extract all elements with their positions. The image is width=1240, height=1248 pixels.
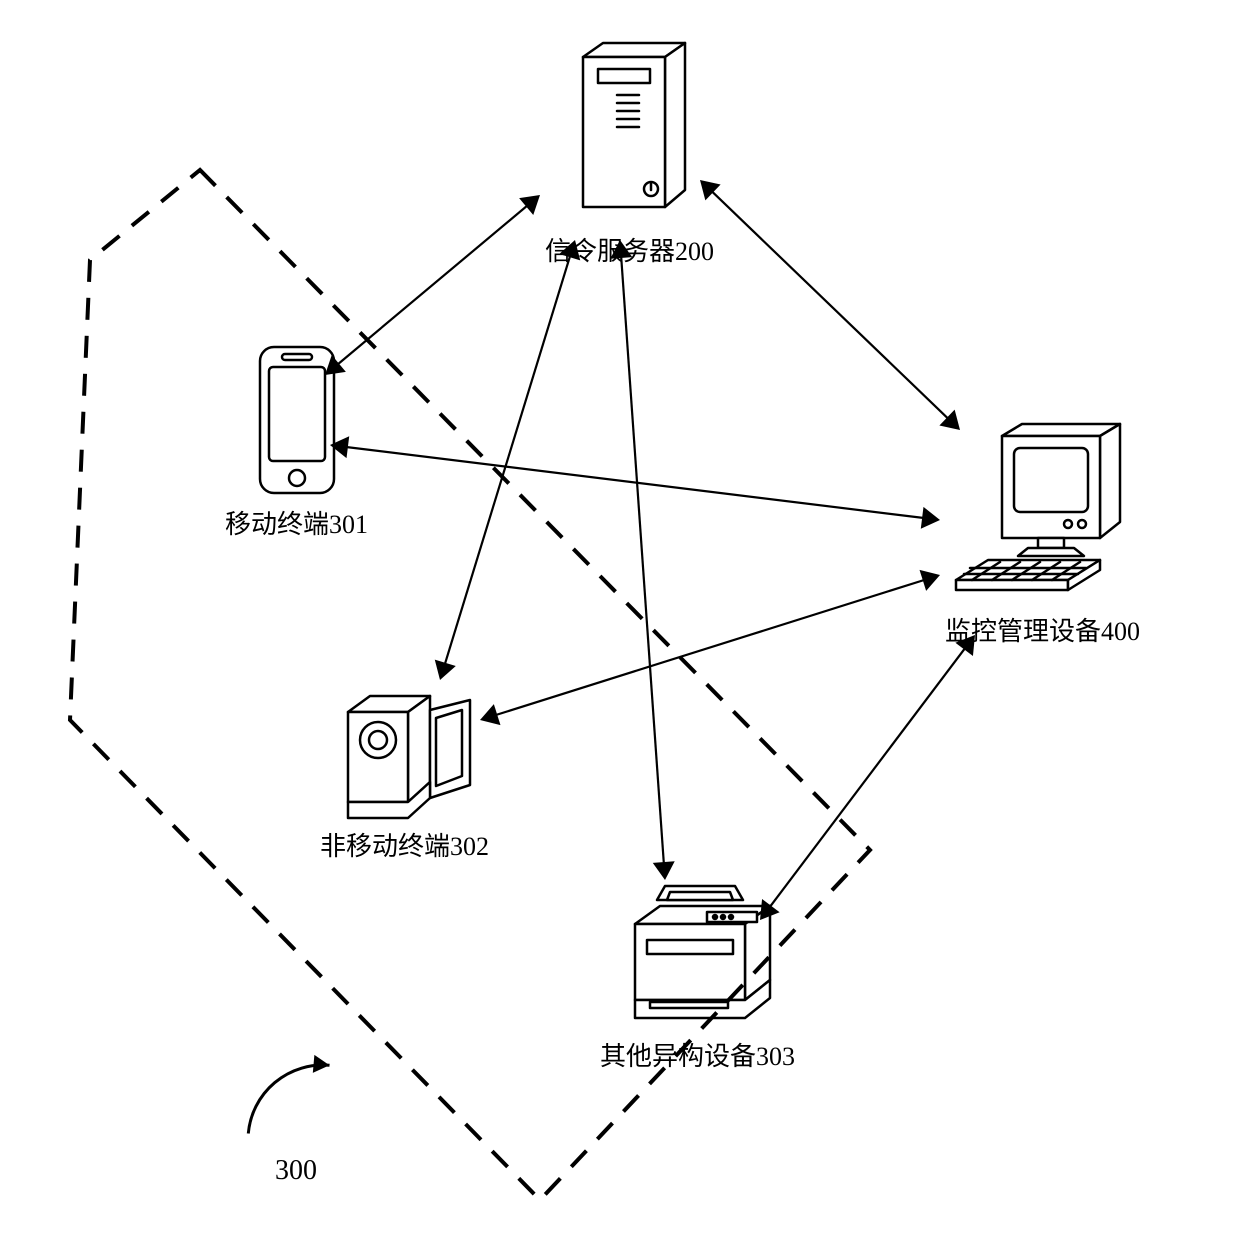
printer-label: 其他异构设备303 [600, 1036, 795, 1073]
computer-icon [950, 420, 1135, 605]
server-label: 信令服务器200 [545, 231, 714, 268]
printer-icon [615, 880, 780, 1030]
group-ref-label: 300 [275, 1155, 317, 1187]
phone-label: 移动终端301 [225, 504, 368, 541]
camera-label: 非移动终端302 [320, 826, 489, 863]
diagram-canvas: 信令服务器200 移动终端301 非移动终端302 [0, 0, 1240, 1248]
node-computer: 监控管理设备400 [945, 420, 1140, 648]
node-camera: 非移动终端302 [320, 670, 489, 863]
computer-label: 监控管理设备400 [945, 611, 1140, 648]
node-printer: 其他异构设备303 [600, 880, 795, 1073]
server-icon [555, 35, 705, 225]
phone-icon [252, 343, 342, 498]
camera-icon [330, 670, 480, 820]
node-server: 信令服务器200 [545, 35, 714, 268]
node-phone: 移动终端301 [225, 343, 368, 541]
leader-arrow [248, 1055, 329, 1134]
